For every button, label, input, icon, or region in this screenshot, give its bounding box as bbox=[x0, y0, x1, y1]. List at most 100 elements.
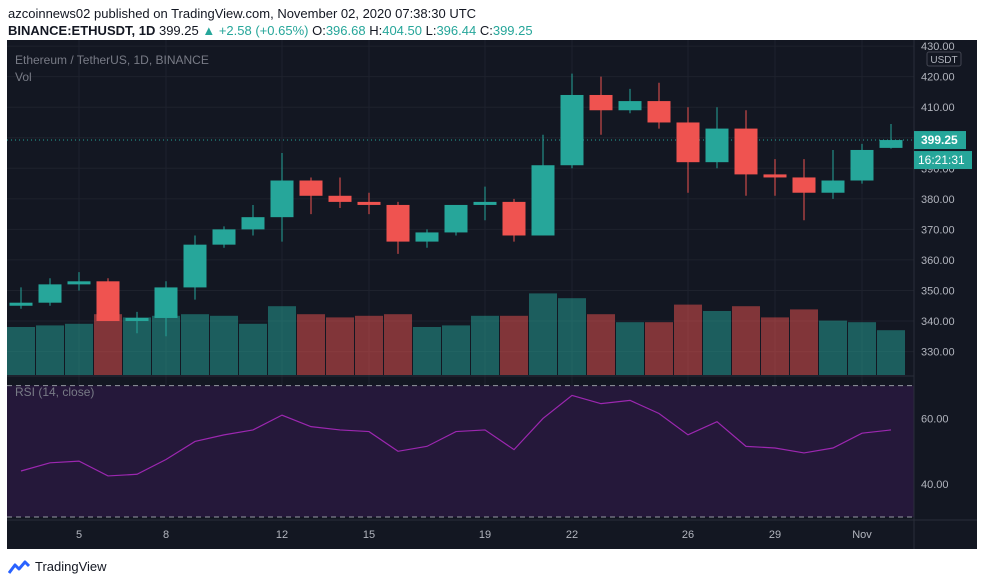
volume-bar bbox=[7, 327, 35, 375]
volume-bar bbox=[703, 311, 731, 375]
candle bbox=[299, 177, 323, 215]
candle-body bbox=[212, 229, 236, 245]
volume-bar bbox=[268, 306, 296, 375]
volume-bar bbox=[877, 330, 905, 375]
rsi-axis[interactable]: 40.00 60.00 bbox=[921, 413, 949, 491]
last-price: 399.25 bbox=[158, 23, 199, 38]
time-tick-label: 15 bbox=[363, 529, 375, 541]
price-tag: 399.25 bbox=[914, 131, 966, 150]
volume-bar bbox=[326, 317, 354, 375]
volume-bar bbox=[181, 314, 209, 375]
candle-body bbox=[96, 281, 120, 322]
price-tick-label: 380.00 bbox=[921, 194, 955, 206]
candle-body bbox=[386, 204, 410, 242]
candle bbox=[821, 149, 845, 199]
price-axis[interactable]: 330.00340.00350.00360.00370.00380.00390.… bbox=[921, 41, 955, 358]
time-tick-label: 5 bbox=[76, 529, 82, 541]
price-tick-label: 410.00 bbox=[921, 102, 955, 114]
volume-bar bbox=[674, 304, 702, 375]
candles bbox=[9, 73, 903, 337]
price-tick-label: 370.00 bbox=[921, 224, 955, 236]
candle bbox=[792, 159, 816, 221]
price-tick-label: 420.00 bbox=[921, 72, 955, 84]
countdown-tag: 16:21:31 bbox=[914, 151, 972, 170]
svg-text:16:21:31: 16:21:31 bbox=[918, 153, 965, 167]
close-value: 399.25 bbox=[492, 23, 533, 38]
publisher-line: azcoinnews02 published on TradingView.co… bbox=[8, 6, 477, 21]
candle-body bbox=[154, 287, 178, 318]
candle bbox=[763, 159, 787, 196]
candle-body bbox=[183, 244, 207, 288]
tradingview-logo-icon bbox=[8, 560, 30, 574]
volume-bar bbox=[65, 323, 93, 375]
candle-body bbox=[415, 232, 439, 242]
candle bbox=[212, 226, 236, 248]
candle bbox=[531, 134, 555, 236]
candle bbox=[502, 198, 526, 242]
candle bbox=[850, 143, 874, 184]
time-tick-label: 12 bbox=[276, 529, 288, 541]
volume-bar bbox=[819, 320, 847, 375]
candle-body bbox=[67, 281, 91, 285]
high-value: 404.50 bbox=[382, 23, 422, 38]
volume-label: Vol bbox=[15, 70, 32, 84]
chart-panel[interactable]: Ethereum / TetherUS, 1D, BINANCE Vol RSI… bbox=[7, 40, 977, 549]
volume-bar bbox=[616, 322, 644, 375]
candle bbox=[9, 287, 33, 309]
candle-body bbox=[357, 201, 381, 205]
rsi-tick-label: 60.00 bbox=[921, 413, 949, 425]
symbol-name: BINANCE:ETHUSDT, 1D bbox=[8, 23, 156, 38]
candle-body bbox=[125, 317, 149, 322]
candle bbox=[618, 88, 642, 114]
rsi-line bbox=[20, 394, 892, 477]
candle bbox=[415, 229, 439, 248]
candle-body bbox=[38, 284, 62, 303]
volume-bars bbox=[7, 293, 905, 375]
volume-bar bbox=[36, 325, 64, 375]
volume-bar bbox=[297, 314, 325, 375]
candle-body bbox=[299, 180, 323, 196]
candle bbox=[473, 186, 497, 221]
time-axis[interactable]: 5 8 12 15 19 22 26 29 Nov bbox=[76, 529, 872, 541]
time-tick-label: Nov bbox=[852, 529, 872, 541]
candle-body bbox=[473, 201, 497, 205]
volume-bar bbox=[500, 315, 528, 375]
candle bbox=[96, 278, 120, 322]
candle-body bbox=[618, 101, 642, 111]
volume-bar bbox=[587, 314, 615, 375]
volume-bar bbox=[848, 322, 876, 375]
volume-bar bbox=[732, 306, 760, 375]
footer[interactable]: TradingView bbox=[8, 559, 107, 574]
candle bbox=[734, 110, 758, 196]
chart-canvas[interactable]: Ethereum / TetherUS, 1D, BINANCE Vol RSI… bbox=[7, 40, 977, 549]
footer-brand: TradingView bbox=[35, 559, 107, 574]
volume-bar bbox=[790, 309, 818, 375]
volume-bar bbox=[529, 293, 557, 375]
candle-body bbox=[502, 201, 526, 236]
price-tick-label: 330.00 bbox=[921, 347, 955, 359]
time-tick-label: 29 bbox=[769, 529, 781, 541]
candle-body bbox=[763, 174, 787, 178]
candle-body bbox=[531, 165, 555, 236]
candle-body bbox=[850, 149, 874, 181]
candle bbox=[444, 204, 468, 236]
time-tick-label: 8 bbox=[163, 529, 169, 541]
ohlc-values: O:396.68 H:404.50 L:396.44 C:399.25 bbox=[312, 23, 533, 38]
volume-bar bbox=[558, 298, 586, 375]
price-tick-label: 430.00 bbox=[921, 41, 955, 53]
candle bbox=[560, 73, 584, 169]
volume-bar bbox=[355, 315, 383, 375]
time-tick-label: 26 bbox=[682, 529, 694, 541]
candle bbox=[589, 76, 613, 135]
currency-label[interactable]: USDT bbox=[926, 51, 962, 67]
rsi-label: RSI (14, close) bbox=[15, 385, 94, 399]
candle bbox=[705, 107, 729, 169]
candle-body bbox=[676, 122, 700, 163]
volume-bar bbox=[239, 323, 267, 375]
candle-body bbox=[9, 302, 33, 306]
candle-body bbox=[270, 180, 294, 218]
volume-bar bbox=[442, 325, 470, 375]
candle bbox=[328, 177, 352, 208]
candle-body bbox=[705, 128, 729, 163]
candle bbox=[154, 281, 178, 337]
